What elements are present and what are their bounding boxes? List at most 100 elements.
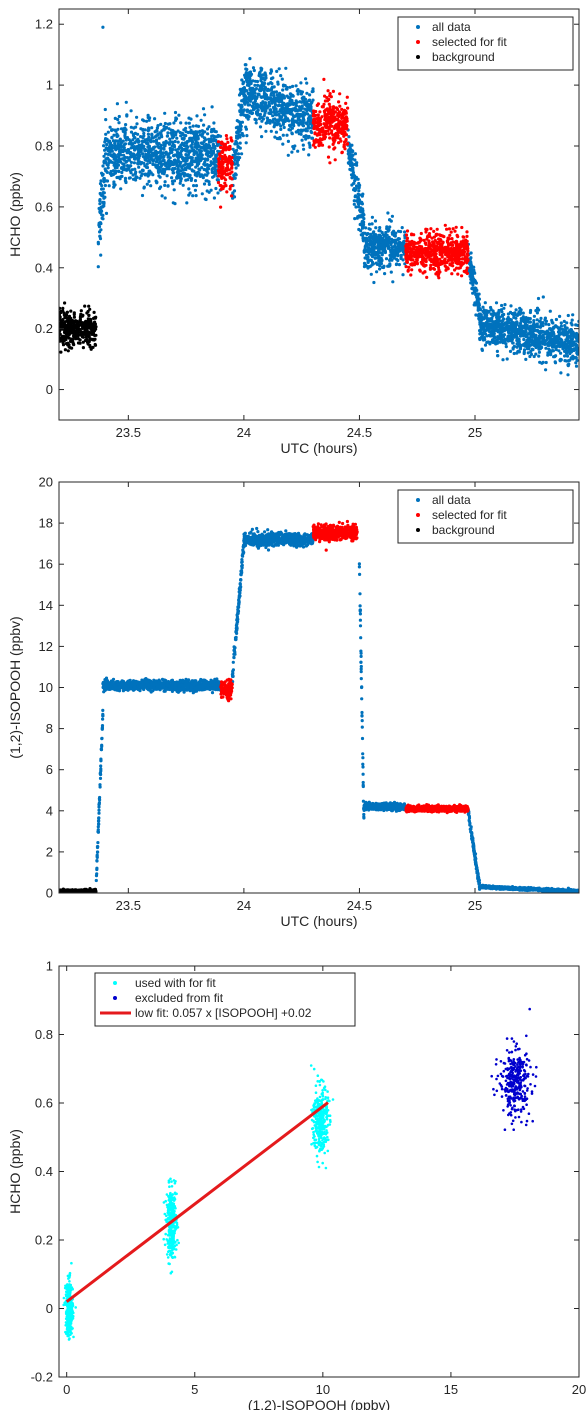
data-point [524,328,527,331]
data-point [391,215,394,218]
data-point [324,99,327,102]
data-point [447,251,450,254]
data-point [109,126,112,129]
data-point [104,139,107,142]
data-point [262,107,265,110]
data-point [98,202,101,205]
data-point [161,194,164,197]
data-point [287,154,290,157]
data-point [191,169,194,172]
data-point [163,184,166,187]
data-point [463,250,466,253]
data-point [446,237,449,240]
data-point [248,103,251,106]
data-point [100,172,103,175]
data-point [65,336,68,339]
data-point [63,301,66,304]
data-point [163,112,166,115]
data-point [523,348,526,351]
data-point [164,196,167,199]
data-point [134,171,137,174]
data-point [537,355,540,358]
data-point [261,77,264,80]
data-point [153,117,156,120]
data-point [79,316,82,319]
data-point [124,136,127,139]
data-point [416,247,419,250]
data-point [118,159,121,162]
data-point [281,78,284,81]
data-point [509,304,512,307]
data-point [82,336,85,339]
data-point [267,101,270,104]
data-point [105,212,108,215]
data-point [319,120,322,123]
data-point [287,140,290,143]
data-point [211,105,214,108]
data-point [385,257,388,260]
data-point [133,141,136,144]
data-point [78,320,81,323]
data-point [168,161,171,164]
data-point [455,260,458,263]
data-point [202,107,205,110]
data-point [172,201,175,204]
data-point [130,131,133,134]
data-point [559,343,562,346]
data-point [287,128,290,131]
data-point [456,273,459,276]
data-point [279,128,282,131]
data-point [140,147,143,150]
data-point [146,183,149,186]
data-point [163,159,166,162]
data-point [219,184,222,187]
data-point [302,148,305,151]
data-point [571,319,574,322]
data-point [210,189,213,192]
data-point [174,133,177,136]
data-point [239,142,242,145]
data-point [189,191,192,194]
data-point [574,323,577,326]
data-point [248,57,251,60]
data-point [102,191,105,194]
data-point [322,78,325,81]
data-point [125,161,128,164]
y-tick-label: 0 [46,382,53,397]
data-point [295,120,298,123]
data-point [102,202,105,205]
data-point [215,130,218,133]
data-point [101,26,104,29]
data-point [112,173,115,176]
data-point [462,253,465,256]
data-point [516,346,519,349]
data-point [337,124,340,127]
series-background [58,301,98,353]
data-point [448,227,451,230]
data-point [510,318,513,321]
data-point [240,125,243,128]
data-point [203,182,206,185]
data-point [148,173,151,176]
data-point [344,110,347,113]
data-point [528,355,531,358]
data-point [342,126,345,129]
data-point [163,163,166,166]
data-point [260,116,263,119]
data-point [63,323,66,326]
data-point [354,205,357,208]
data-point [295,84,298,87]
data-point [199,150,202,153]
data-point [228,148,231,151]
data-point [107,140,110,143]
data-point [350,151,353,154]
data-point [171,133,174,136]
data-point [386,211,389,214]
data-point [437,268,440,271]
data-point [383,272,386,275]
data-point [234,152,237,155]
data-point [138,153,141,156]
data-point [172,121,175,124]
data-point [524,318,527,321]
data-point [566,373,569,376]
